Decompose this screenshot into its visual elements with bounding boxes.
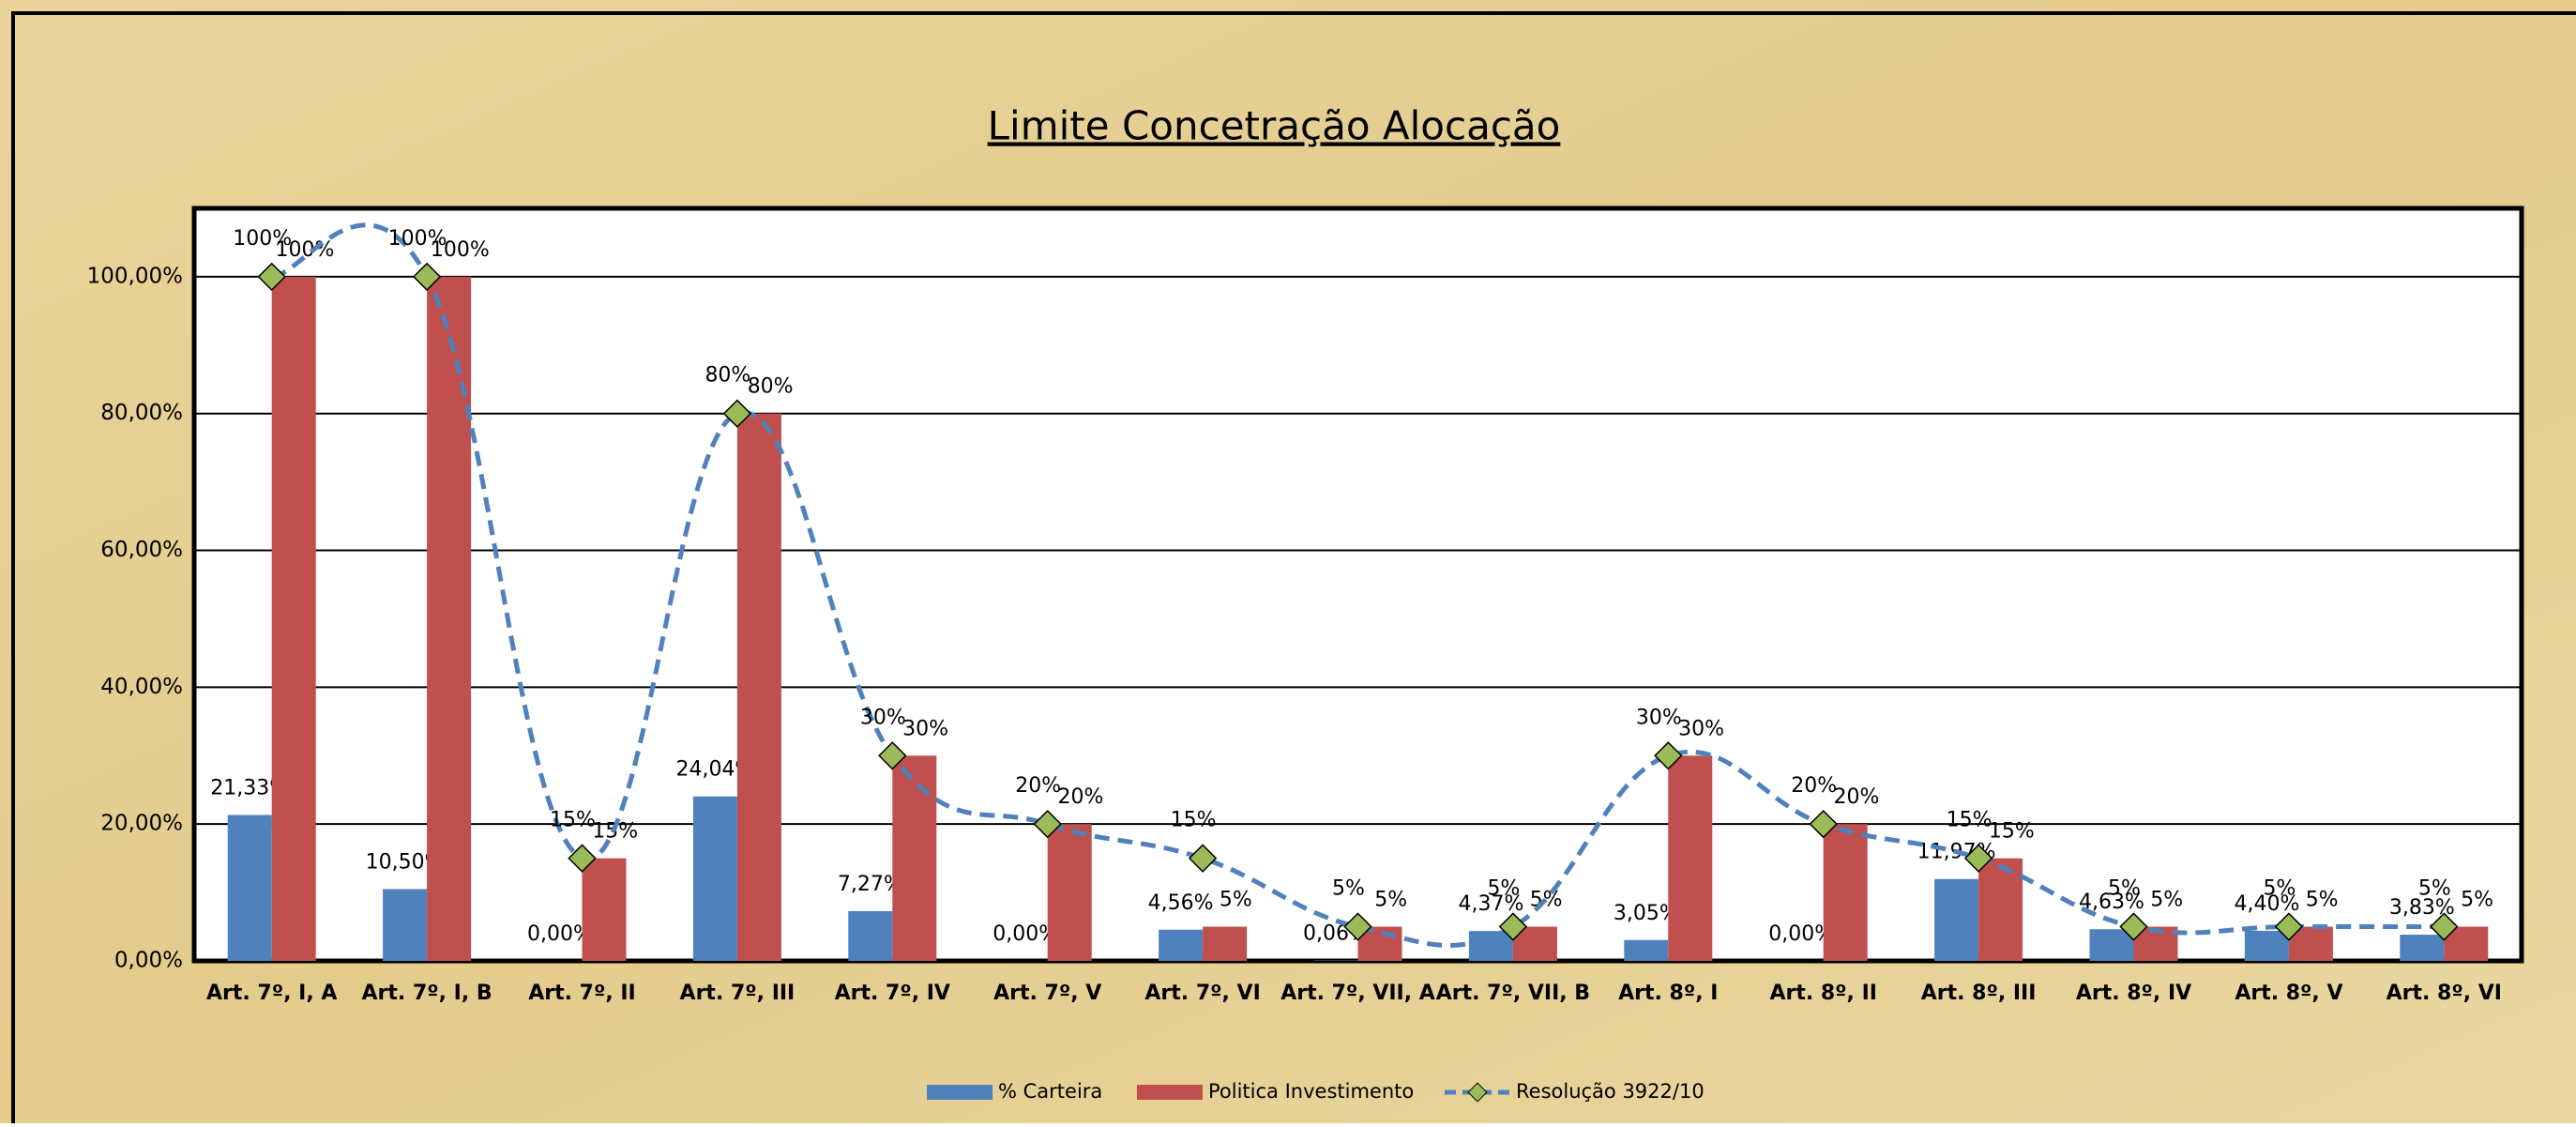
legend-swatch [927, 1085, 993, 1100]
y-tick-label: 0,00% [114, 949, 183, 973]
data-label: 5% [2306, 889, 2339, 912]
data-label: 100% [388, 227, 447, 251]
plot-area [194, 208, 2522, 961]
y-tick-label: 40,00% [100, 675, 183, 699]
bar [848, 911, 892, 961]
x-tick-label: Art. 7º, I, B [362, 982, 492, 1005]
bar [1203, 927, 1247, 961]
bar [1668, 755, 1712, 961]
bar [1934, 879, 1978, 961]
x-tick-label: Art. 7º, I, A [206, 982, 337, 1005]
bar [1624, 940, 1668, 961]
data-label: 80% [748, 375, 794, 399]
x-tick-label: Art. 8º, I [1618, 982, 1718, 1005]
data-label: 100% [233, 227, 292, 251]
y-tick-label: 80,00% [100, 401, 183, 425]
data-label: 5% [2461, 889, 2493, 912]
data-label: 5% [1220, 889, 1252, 912]
bar [228, 815, 272, 961]
data-label: 30% [860, 706, 906, 729]
data-label: 5% [1332, 877, 1365, 901]
x-tick-label: Art. 7º, VII, A [1280, 982, 1435, 1005]
data-label: 5% [2418, 877, 2451, 901]
x-tick-label: Art. 8º, IV [2076, 982, 2191, 1005]
x-tick-label: Art. 7º, V [993, 982, 1101, 1005]
bar [427, 277, 471, 961]
x-tick-label: Art. 7º, VI [1144, 982, 1260, 1005]
bar [1048, 824, 1092, 961]
data-label: 20% [1057, 785, 1103, 809]
data-label: 5% [1374, 889, 1407, 912]
bar [892, 755, 936, 961]
legend-swatch [1137, 1085, 1203, 1100]
data-label: 15% [550, 809, 596, 832]
bar [2245, 931, 2289, 961]
data-label: 20% [1015, 774, 1061, 798]
y-tick-label: 20,00% [100, 812, 183, 836]
data-label: 15% [1171, 809, 1217, 832]
x-tick-label: Art. 8º, V [2235, 982, 2342, 1005]
data-label: 15% [1947, 809, 1993, 832]
x-tick-label: Art. 7º, IV [835, 982, 950, 1005]
data-label: 5% [2150, 889, 2183, 912]
x-tick-label: Art. 7º, II [528, 982, 636, 1005]
x-tick-label: Art. 8º, II [1769, 982, 1877, 1005]
bar [693, 797, 737, 961]
bar [1469, 931, 1513, 961]
data-label: 15% [1989, 820, 2035, 844]
data-label: 20% [1791, 774, 1837, 798]
bar [737, 414, 781, 961]
x-tick-label: Art. 7º, III [680, 982, 796, 1005]
bar [1978, 859, 2023, 961]
data-label: 5% [1487, 877, 1520, 901]
legend-label: Resolução 3922/10 [1516, 1080, 1705, 1103]
data-label: 20% [1833, 785, 1879, 809]
data-label: 30% [902, 717, 948, 740]
x-tick-label: Art. 7º, VII, B [1436, 982, 1590, 1005]
bar [583, 859, 627, 961]
y-tick-label: 60,00% [100, 538, 183, 562]
y-tick-label: 100,00% [87, 264, 183, 288]
legend-label: Politica Investimento [1208, 1080, 1414, 1103]
data-label: 80% [705, 364, 750, 388]
chart-title: Limite Concetração Alocação [988, 103, 1561, 149]
data-label: 4,56% [1148, 891, 1214, 915]
x-tick-label: Art. 8º, III [1921, 982, 2037, 1005]
x-tick-label: Art. 8º, VI [2387, 982, 2502, 1005]
bar [272, 277, 316, 961]
data-label: 5% [2263, 877, 2296, 901]
data-label: 5% [2108, 877, 2141, 901]
legend-label: % Carteira [998, 1080, 1102, 1103]
bar [1824, 824, 1868, 961]
bar [1159, 930, 1203, 961]
data-label: 30% [1636, 706, 1682, 729]
bar [383, 889, 427, 961]
data-label: 30% [1678, 717, 1724, 740]
bar [2400, 935, 2444, 961]
